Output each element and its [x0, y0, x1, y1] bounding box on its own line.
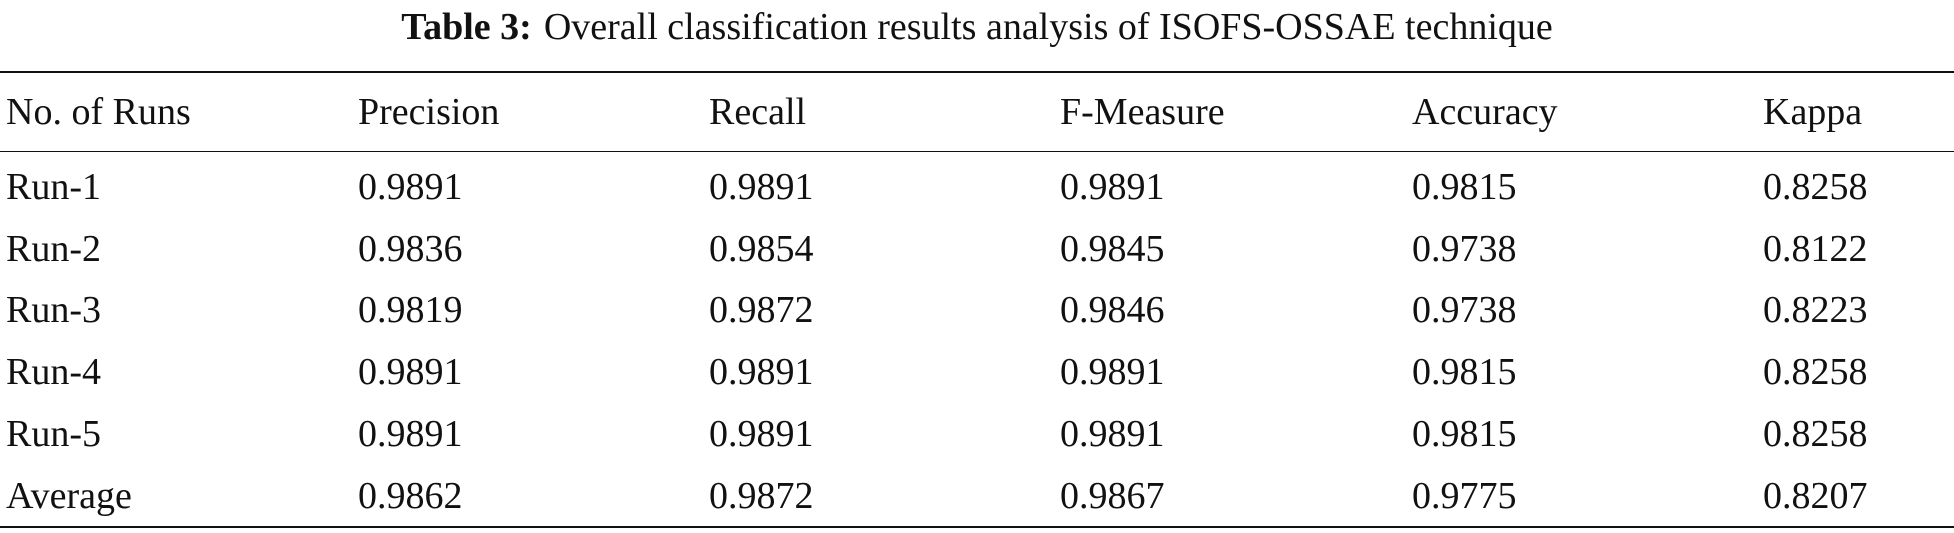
- table-cell: 0.8258: [1763, 166, 1868, 208]
- table-cell: 0.9819: [358, 289, 463, 331]
- table-cell: Run-1: [6, 166, 101, 208]
- table-cell: 0.9867: [1060, 475, 1165, 517]
- table-cell: 0.8258: [1763, 351, 1868, 393]
- table-cell: 0.9738: [1412, 289, 1517, 331]
- table-cell: Run-3: [6, 289, 101, 331]
- table-cell: 0.9872: [709, 475, 814, 517]
- table-cell: 0.8207: [1763, 475, 1868, 517]
- header-cell: Recall: [709, 91, 807, 133]
- header-rule: [0, 151, 1954, 152]
- table-cell: 0.9891: [358, 413, 463, 455]
- table-cell: 0.9854: [709, 228, 814, 270]
- table-cell: 0.9891: [709, 413, 814, 455]
- table-cell: 0.9891: [358, 166, 463, 208]
- table-cell: 0.9815: [1412, 351, 1517, 393]
- table-cell: 0.9872: [709, 289, 814, 331]
- table-cell: 0.9815: [1412, 413, 1517, 455]
- table-cell: 0.8122: [1763, 228, 1868, 270]
- table-cell: 0.8223: [1763, 289, 1868, 331]
- table-cell: 0.9815: [1412, 166, 1517, 208]
- table-cell: 0.9891: [1060, 166, 1165, 208]
- table-cell: 0.9836: [358, 228, 463, 270]
- header-cell: Kappa: [1763, 91, 1863, 133]
- top-rule: [0, 71, 1954, 73]
- caption-label: Table 3:: [401, 6, 532, 48]
- table-cell: 0.9846: [1060, 289, 1165, 331]
- caption: Table 3: Overall classification results a…: [0, 4, 1954, 50]
- header-cell: F-Measure: [1060, 91, 1225, 133]
- table-cell: 0.8258: [1763, 413, 1868, 455]
- table-cell: 0.9891: [709, 351, 814, 393]
- table-cell: 0.9891: [1060, 351, 1165, 393]
- table-cell: 0.9891: [358, 351, 463, 393]
- table-cell: Run-5: [6, 413, 101, 455]
- table-cell: 0.9891: [709, 166, 814, 208]
- table-cell: Run-2: [6, 228, 101, 270]
- table-cell: 0.9775: [1412, 475, 1517, 517]
- header-cell: Accuracy: [1412, 91, 1558, 133]
- table-cell: 0.9738: [1412, 228, 1517, 270]
- header-cell: No. of Runs: [6, 91, 191, 133]
- table-cell: Run-4: [6, 351, 101, 393]
- table-cell: 0.9862: [358, 475, 463, 517]
- caption-text: Overall classification results analysis …: [543, 6, 1553, 48]
- table-cell: 0.9845: [1060, 228, 1165, 270]
- bottom-rule: [0, 526, 1954, 528]
- header-cell: Precision: [358, 91, 500, 133]
- table-cell: 0.9891: [1060, 413, 1165, 455]
- table-cell: Average: [6, 475, 132, 517]
